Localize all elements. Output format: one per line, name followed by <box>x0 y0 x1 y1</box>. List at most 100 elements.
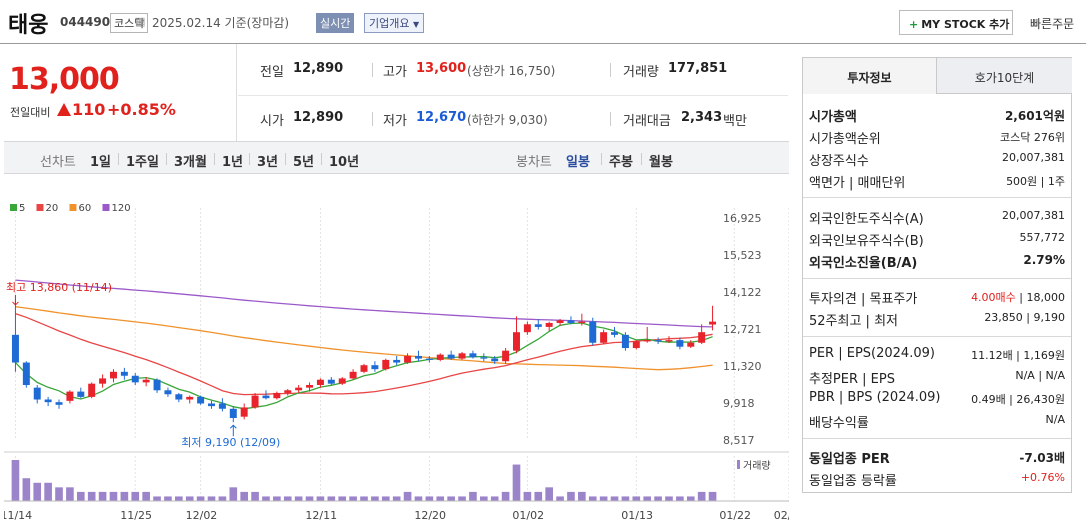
info-row-value: 2.79% <box>1023 253 1065 267</box>
volume-bar <box>545 487 553 501</box>
volume-bar <box>360 496 368 501</box>
info-row-value: 4.00매수 | 18,000 <box>971 291 1065 304</box>
info-row-label: 액면가 | 매매단위 <box>809 176 906 191</box>
volume-bar <box>523 491 532 501</box>
volume-bar <box>469 491 477 501</box>
candle-body <box>273 392 281 399</box>
y-tick-label: 9,918 <box>723 397 755 410</box>
candle-body <box>414 355 422 359</box>
volume-bar <box>240 491 248 501</box>
stock-candle-chart[interactable]: 16,925 15,523 14,122 12,721 11,320 9,918 8,517… <box>4 190 789 522</box>
candle-body <box>534 324 542 327</box>
candle-body <box>447 354 455 359</box>
volume-bar <box>708 491 717 501</box>
candle-body <box>186 396 194 400</box>
info-row-label: 외국인소진율(B/A) <box>809 256 918 271</box>
lower-limit: (하한가 9,030) <box>467 113 548 127</box>
candle-body <box>164 390 172 395</box>
tab-hoga-10[interactable]: 호가10단계 <box>937 58 1072 94</box>
amount-unit: 백만 <box>723 114 747 129</box>
volume-bar <box>142 491 150 501</box>
volume-bar <box>131 491 140 501</box>
period-3m[interactable]: 3개월 <box>174 155 207 170</box>
y-tick-label: 15,523 <box>723 249 762 262</box>
volume-bar <box>447 496 455 501</box>
info-row-label: 외국인보유주식수(B) <box>809 234 924 249</box>
y-tick-label: 14,122 <box>723 286 762 299</box>
tab-invest-info[interactable]: 투자정보 <box>803 58 937 94</box>
y-tick-label: 12,721 <box>723 323 762 336</box>
y-tick-label: 16,925 <box>723 212 762 225</box>
volume-bar <box>403 491 412 501</box>
candle-body <box>208 403 215 407</box>
volume-bar <box>556 496 564 501</box>
info-row-value: 23,850 | 9,190 <box>984 311 1065 324</box>
info-row-value: 11.12배 | 1,169원 <box>971 349 1065 362</box>
company-info-dropdown[interactable]: 기업개요 ▼ <box>364 13 425 33</box>
low-arrow-icon <box>229 424 237 437</box>
info-row-value: 코스닥 276위 <box>1000 131 1065 144</box>
volume-bar <box>381 496 390 501</box>
realtime-button[interactable]: 실시간 <box>316 13 355 33</box>
info-row-label: 시가총액순위 <box>809 132 881 147</box>
volume-bar <box>480 496 488 501</box>
volume-bar <box>371 496 379 501</box>
line-chart-label: 선차트 <box>40 155 76 170</box>
volume-bar <box>632 496 641 501</box>
info-row-label: 투자의견 | 목표주가 <box>809 292 918 307</box>
period-10y[interactable]: 10년 <box>329 155 360 170</box>
period-1y[interactable]: 1년 <box>222 155 244 170</box>
candle-body <box>240 407 248 417</box>
candle-body <box>698 332 706 343</box>
candle-body <box>11 334 19 363</box>
volume-bar <box>175 496 183 501</box>
change-percent: +0.85% <box>107 100 176 119</box>
volume-bar <box>338 496 347 501</box>
candle-body <box>197 396 205 404</box>
candle-body <box>306 385 314 388</box>
candle-body <box>469 353 477 358</box>
info-row-label: 시가총액 <box>809 110 857 125</box>
x-tick-label: 02/03 <box>774 509 789 522</box>
amount-value: 2,343 <box>681 110 723 125</box>
candle-body <box>458 353 466 359</box>
candle-monthly[interactable]: 월봉 <box>649 155 673 170</box>
candle-weekly[interactable]: 주봉 <box>609 155 633 170</box>
period-1d[interactable]: 1일 <box>90 155 112 170</box>
volume-bar <box>273 496 281 501</box>
volume-bar <box>44 482 52 501</box>
investment-info-panel: 투자정보 호가10단계 시가총액 2,601억원 시가총액순위 코스닥 276위 상장주… <box>802 57 1072 493</box>
x-tick-label: 01/22 <box>719 509 751 522</box>
volume-bar <box>218 496 227 501</box>
volume-bar <box>392 496 401 501</box>
volume-bar <box>654 496 662 501</box>
volume-bar <box>251 491 259 501</box>
volume-label: 거래량 <box>743 460 771 472</box>
current-price: 13,000 <box>9 62 120 97</box>
candle-body <box>436 354 444 360</box>
candle-daily[interactable]: 일봉 <box>566 155 590 170</box>
legend-swatch <box>10 204 17 211</box>
period-5y[interactable]: 5년 <box>293 155 315 170</box>
candle-body <box>88 383 96 397</box>
info-row: 동일업종 등락률 +0.76% <box>809 470 1065 491</box>
candle-body <box>120 371 128 376</box>
volume-bar <box>567 491 575 501</box>
ma20-line <box>15 312 713 396</box>
info-row: 동일업종 PER -7.03배 <box>809 448 1065 469</box>
info-row: 외국인한도주식수(A) 20,007,381 <box>809 208 1065 229</box>
period-1w[interactable]: 1주일 <box>126 155 159 170</box>
volume-bar <box>578 491 586 501</box>
candle-body <box>229 408 237 419</box>
add-mystock-button[interactable]: + MY STOCK 추가 <box>899 10 1013 35</box>
candle-body <box>665 340 673 342</box>
info-row-value: 0.49배 | 26,430원 <box>971 393 1065 406</box>
period-3y[interactable]: 3년 <box>257 155 279 170</box>
volume-bar <box>425 496 434 501</box>
legend-label: 5 <box>19 203 25 214</box>
quick-order-button[interactable]: 빠른주문 <box>1030 17 1075 31</box>
candle-body <box>109 371 117 379</box>
volume-bar <box>458 496 466 501</box>
x-tick-label: 12/20 <box>414 509 446 522</box>
volume-bar <box>436 496 445 501</box>
